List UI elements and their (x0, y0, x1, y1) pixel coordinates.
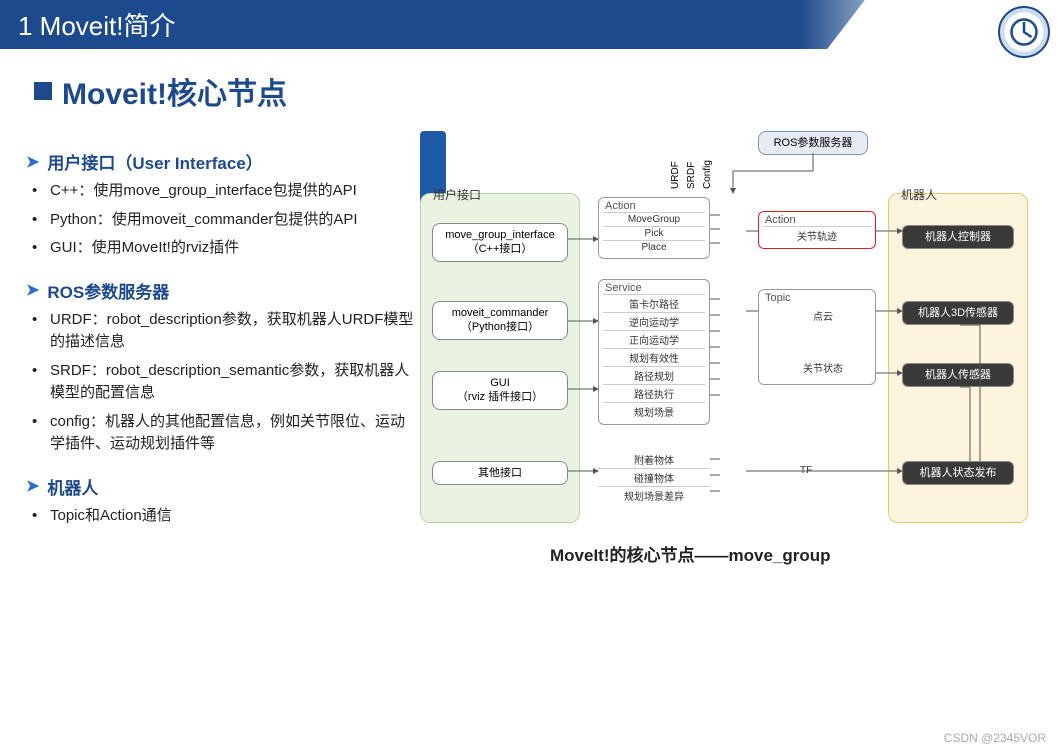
right-topic-group: Topic 点云 关节状态 (758, 289, 876, 385)
subtitle-row: Moveit!核心节点 (34, 69, 1060, 113)
config-label: Config (702, 155, 713, 189)
architecture-diagram: ROS参数服务器 URDF SRDF Config move_group 用户接… (420, 131, 1040, 581)
user-panel-label: 用户接口 (429, 186, 485, 203)
list-item: Python：使用moveit_commander包提供的API (32, 209, 420, 232)
cpp-interface-node: move_group_interface （C++接口） (432, 223, 568, 262)
urdf-label: URDF (670, 155, 681, 189)
robot-state-pub-node: 机器人状态发布 (902, 461, 1014, 485)
action-group: Action MoveGroup Pick Place (598, 197, 710, 259)
tf-label: TF (800, 465, 812, 476)
srdf-label: SRDF (686, 155, 697, 189)
list-item: URDF：robot_description参数，获取机器人URDF模型的描述信… (32, 309, 420, 354)
university-logo (998, 6, 1050, 58)
section-head-ros: ➤ROS参数服务器 (26, 278, 420, 303)
right-topic-label: Topic (765, 292, 791, 304)
slide-title: 1 Moveit!简介 (18, 11, 176, 41)
text-content: ➤用户接口（User Interface） C++：使用move_group_i… (0, 131, 420, 581)
right-action-group: Action 关节轨迹 (758, 211, 876, 249)
python-interface-node: moveit_commander （Python接口） (432, 301, 568, 340)
robot-panel-label: 机器人 (897, 186, 941, 203)
subtitle-text: Moveit!核心节点 (62, 69, 287, 113)
list-item: SRDF：robot_description_semantic参数，获取机器人模… (32, 360, 420, 405)
robot-sensor-node: 机器人传感器 (902, 363, 1014, 387)
service-group-label: Service (605, 282, 642, 294)
list-item: Topic和Action通信 (32, 505, 420, 528)
list-item: GUI：使用MoveIt!的rviz插件 (32, 237, 420, 260)
gui-interface-node: GUI （rviz 插件接口） (432, 371, 568, 410)
chevron-icon: ➤ (26, 152, 39, 172)
action-group-label: Action (605, 200, 636, 212)
chevron-icon: ➤ (26, 476, 39, 496)
square-bullet-icon (34, 82, 52, 100)
section-head-ui: ➤用户接口（User Interface） (26, 149, 420, 174)
other-interface-node: 其他接口 (432, 461, 568, 485)
section-head-robot: ➤机器人 (26, 474, 420, 499)
robot-controller-node: 机器人控制器 (902, 225, 1014, 249)
slide-title-bar: 1 Moveit!简介 (0, 0, 940, 49)
ros-param-node: ROS参数服务器 (758, 131, 868, 155)
right-action-label: Action (765, 214, 796, 226)
service-group: Service 笛卡尔路径 逆向运动学 正向运动学 规划有效性 路径规划 路径执… (598, 279, 710, 425)
list-item: C++：使用move_group_interface包提供的API (32, 180, 420, 203)
chevron-icon: ➤ (26, 280, 39, 300)
watermark: CSDN @2345VOR (944, 731, 1046, 745)
robot-3d-sensor-node: 机器人3D传感器 (902, 301, 1014, 325)
diagram-caption: MoveIt!的核心节点——move_group (550, 541, 831, 566)
list-item: config：机器人的其他配置信息，例如关节限位、运动学插件、运动规划插件等 (32, 411, 420, 456)
attach-group: 附着物体 碰撞物体 规划场景差异 (598, 451, 710, 504)
